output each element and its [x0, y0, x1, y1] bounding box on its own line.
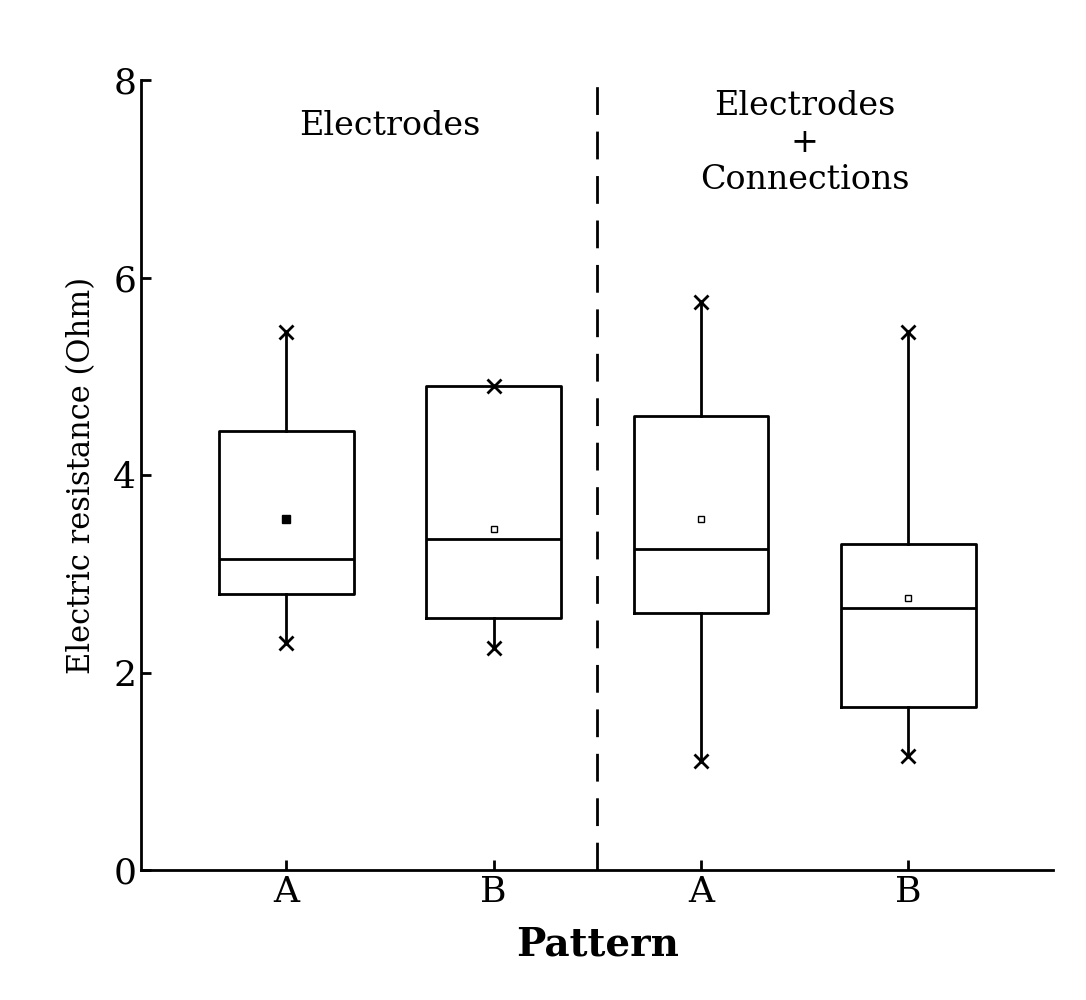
Text: Electrodes
+
Connections: Electrodes + Connections: [699, 90, 909, 196]
Y-axis label: Electric resistance (Ohm): Electric resistance (Ohm): [65, 276, 97, 674]
X-axis label: Pattern: Pattern: [516, 926, 679, 964]
Text: Electrodes: Electrodes: [300, 110, 481, 142]
